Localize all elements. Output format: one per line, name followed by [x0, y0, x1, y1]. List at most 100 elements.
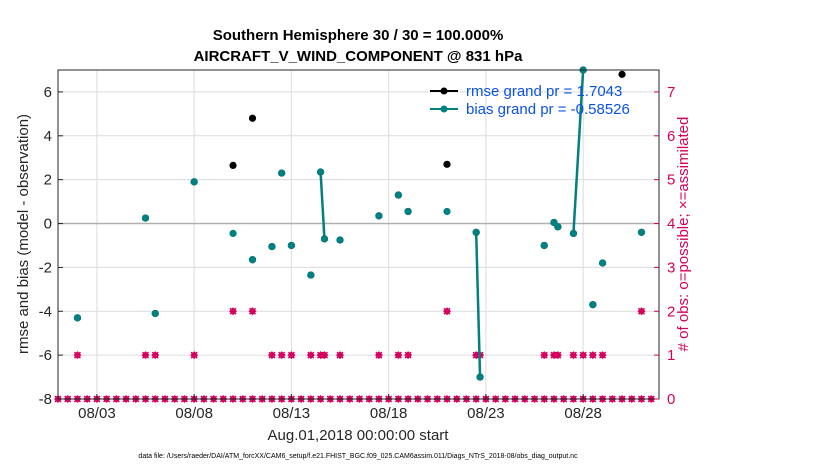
x-tick-label: 08/18 — [370, 405, 408, 422]
grid-layer — [58, 70, 659, 400]
bias-data-point — [336, 236, 344, 244]
obs-count-marker — [320, 351, 329, 360]
bias-data-point — [320, 235, 329, 243]
x-axis-ticks: 08/03 08/08 08/13 08/18 08/23 08/28 — [78, 394, 602, 422]
obs-count-layer — [54, 307, 656, 403]
x-tick-label: 08/03 — [78, 405, 116, 422]
bias-data-point — [589, 301, 597, 309]
obs-assimilated-cross — [278, 351, 286, 359]
bias-data-point — [443, 207, 451, 216]
plot-area-frame — [57, 69, 660, 400]
obs-count-marker — [394, 351, 403, 360]
obs-assimilated-cross — [554, 351, 562, 359]
rmse-data-point — [229, 161, 237, 170]
rmse-data-point — [618, 70, 626, 78]
bias-data-point — [268, 242, 276, 251]
x-tick-label: 08/23 — [467, 405, 505, 422]
bias-data-point — [278, 169, 286, 177]
obs-count-marker — [229, 307, 238, 316]
obs-assimilated-cross — [151, 351, 159, 359]
y2-tick-label: 1 — [667, 347, 675, 364]
y-tick-label: 0 — [44, 216, 52, 233]
bias-data-point — [472, 228, 480, 236]
obs-count-marker — [190, 351, 199, 360]
bias-data-point — [287, 241, 295, 250]
obs-assimilated-cross — [443, 307, 451, 315]
obs-assimilated-cross — [375, 351, 383, 359]
obs-assimilated-cross — [569, 351, 577, 359]
legend-bias-label: bias grand pr = -0.58526 — [466, 101, 630, 118]
y2-tick-label: 2 — [667, 303, 675, 320]
legend-rmse-label: rmse grand pr = 1.7043 — [466, 83, 622, 100]
bias-series-line-segment — [474, 232, 482, 378]
bias-data-point — [404, 207, 412, 216]
bias-data-point — [476, 373, 484, 381]
y2-tick-label: 7 — [667, 84, 675, 101]
x-tick-label: 08/28 — [564, 405, 602, 422]
data-file-footnote: data file: /Users/raeder/DAI/ATM_forcXX/… — [138, 453, 578, 460]
bias-data-point — [307, 271, 315, 279]
obs-count-marker — [569, 351, 578, 360]
obs-count-marker — [588, 351, 597, 360]
y-tick-label: -4 — [39, 303, 52, 320]
y-axis-label: rmse and bias (model - observation) — [15, 114, 32, 354]
y-tick-label: 2 — [44, 172, 52, 189]
obs-count-marker — [248, 307, 257, 316]
obs-count-marker — [73, 351, 82, 360]
bias-data-point — [569, 229, 578, 238]
obs-assimilated-cross — [599, 351, 607, 359]
series-layer — [73, 66, 646, 381]
obs-count-marker — [151, 351, 160, 360]
bias-data-point — [375, 212, 383, 220]
y-tick-label: -8 — [39, 391, 52, 408]
y2-tick-label: 4 — [667, 216, 675, 233]
bias-data-point — [554, 223, 562, 231]
obs-assimilated-cross — [320, 351, 328, 359]
obs-count-marker — [598, 351, 607, 360]
obs-count-marker — [287, 351, 296, 360]
y-tick-label: -6 — [39, 347, 52, 364]
obs-assimilated-cross — [404, 351, 412, 359]
obs-assimilated-cross — [307, 351, 315, 359]
legend-rmse-marker — [440, 87, 448, 95]
y-tick-label: 6 — [44, 84, 52, 101]
obs-count-marker — [637, 307, 646, 316]
y2-tick-label: 3 — [667, 259, 675, 276]
obs-count-marker — [267, 351, 276, 360]
x-axis-label: Aug.01,2018 00:00:00 start — [268, 427, 450, 444]
obs-count-marker — [579, 351, 588, 360]
rmse-data-point — [443, 160, 451, 168]
bias-data-point — [248, 256, 257, 264]
y2-tick-label: 6 — [667, 128, 675, 145]
bias-data-point — [229, 229, 237, 238]
obs-assimilated-cross — [229, 307, 237, 315]
bias-series-line-segment — [319, 171, 326, 239]
bias-data-point — [141, 214, 150, 222]
obs-assimilated-cross — [287, 351, 295, 359]
bias-data-point — [394, 191, 402, 199]
chart-title-line-1: Southern Hemisphere 30 / 30 = 100.000% — [213, 27, 504, 44]
obs-count-marker — [336, 351, 345, 360]
bias-data-point — [540, 241, 548, 250]
bias-data-point — [637, 228, 646, 236]
rmse-data-point — [248, 114, 257, 122]
y-tick-label: 4 — [44, 128, 52, 145]
bias-data-point — [316, 168, 325, 176]
y2-axis-label: # of obs: o=possible; ×=assimilated — [675, 117, 692, 352]
obs-assimilated-cross — [248, 307, 257, 315]
x-tick-label: 08/13 — [273, 405, 311, 422]
x-tick-label: 08/08 — [175, 405, 213, 422]
bias-data-point — [151, 309, 159, 318]
obs-assimilated-cross — [540, 351, 548, 359]
y2-tick-label: 0 — [667, 391, 675, 408]
y2-axis-ticks: 0 1 2 3 4 5 6 7 — [654, 84, 675, 408]
obs-assimilated-cross — [637, 307, 646, 315]
obs-count-marker — [404, 351, 413, 360]
obs-assimilated-cross — [336, 351, 344, 359]
bias-data-point — [598, 259, 607, 267]
obs-count-marker — [553, 351, 562, 360]
y-tick-label: -2 — [39, 259, 52, 276]
y2-tick-label: 5 — [667, 172, 675, 189]
obs-count-marker — [540, 351, 549, 360]
chart-title-line-2: AIRCRAFT_V_WIND_COMPONENT @ 831 hPa — [194, 48, 524, 65]
